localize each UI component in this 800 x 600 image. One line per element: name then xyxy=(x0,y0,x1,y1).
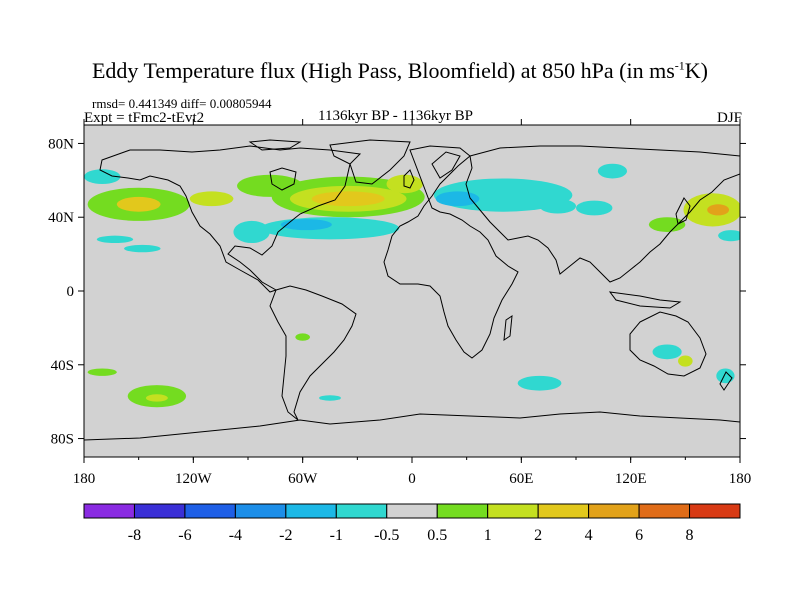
lat-tick-label: 80S xyxy=(51,432,74,448)
lon-tick-label: 0 xyxy=(408,471,416,487)
anomaly-region xyxy=(319,395,341,401)
colorbar-swatch xyxy=(335,503,388,519)
coastline-japan xyxy=(675,197,691,225)
colorbar-label: -4 xyxy=(229,527,242,544)
experiment-label: Expt = tFmc2-tEvt2 xyxy=(84,110,205,126)
anomaly-region xyxy=(386,174,423,194)
colorbar-swatch xyxy=(184,503,236,519)
lat-tick-label: 40N xyxy=(48,210,74,226)
colorbar-label: 6 xyxy=(635,527,643,544)
colorbar-label: -6 xyxy=(178,527,191,544)
anomaly-region xyxy=(648,217,686,232)
time-period-label: 1136kyr BP - 1136kyr BP xyxy=(318,108,474,124)
rmsd-diff-stats: rmsd= 0.441349 diff= 0.00805944 xyxy=(92,96,272,111)
latitude-axis: 80N 40N 0 40S 80S xyxy=(48,136,746,448)
anomaly-region xyxy=(84,169,121,185)
coastline-greenland xyxy=(329,139,411,185)
anomaly-region xyxy=(280,219,332,231)
coastline-indonesia xyxy=(608,291,682,309)
lon-tick-label: 60E xyxy=(509,471,533,487)
coastline-antarctica xyxy=(84,411,740,441)
lon-tick-label: 120W xyxy=(175,471,213,487)
coastline-asia xyxy=(465,145,740,283)
anomaly-region xyxy=(96,235,134,244)
coastline-uk xyxy=(403,169,415,189)
coastline-north-america xyxy=(99,145,362,293)
anomaly-region xyxy=(718,230,740,242)
colorbar-label: 1 xyxy=(484,527,492,544)
anomaly-region xyxy=(124,244,161,253)
anomaly-field xyxy=(84,163,740,408)
coastline-scandinavia xyxy=(431,151,461,179)
anomaly-region xyxy=(260,217,400,240)
anomaly-region xyxy=(652,344,682,360)
lon-tick-label: 180 xyxy=(73,471,96,487)
map-title: Eddy Temperature flux (High Pass, Bloomf… xyxy=(91,58,708,83)
anomaly-region xyxy=(435,191,480,207)
colorbar-label: 8 xyxy=(686,527,694,544)
coastline-south-america xyxy=(269,285,357,421)
anomaly-region xyxy=(678,355,693,367)
coastline-europe-africa xyxy=(383,145,519,359)
lon-tick-label: 60W xyxy=(288,471,318,487)
lat-tick-label: 0 xyxy=(67,284,75,300)
colorbar-label: -0.5 xyxy=(374,527,399,544)
coastline-madagascar xyxy=(503,314,513,342)
colorbar-swatch xyxy=(234,503,287,519)
colorbar-swatch xyxy=(487,503,539,519)
colorbar: -8 -6 -4 -2 -1 -0.5 0.5 1 2 4 6 8 xyxy=(83,503,741,544)
anomaly-region xyxy=(295,333,310,341)
colorbar-swatch xyxy=(386,503,438,519)
anomaly-region xyxy=(311,191,385,207)
anomaly-region xyxy=(87,368,117,376)
anomaly-region xyxy=(716,368,735,384)
colorbar-swatch xyxy=(689,503,741,519)
coastlines xyxy=(84,139,740,441)
colorbar-label: 2 xyxy=(534,527,542,544)
colorbar-swatch xyxy=(537,503,590,519)
coastline-hudson-bay xyxy=(269,167,297,191)
anomaly-region xyxy=(116,196,161,212)
season-label: DJF xyxy=(716,110,742,126)
colorbar-swatch xyxy=(83,503,135,519)
lat-tick-label: 40S xyxy=(51,358,74,374)
anomaly-region xyxy=(189,191,234,207)
lon-tick-label: 180 xyxy=(729,471,752,487)
anomaly-region xyxy=(707,204,730,216)
coastline-arctic-islands xyxy=(248,139,302,151)
anomaly-region xyxy=(145,394,168,402)
colorbar-label: -8 xyxy=(128,527,141,544)
colorbar-label: -1 xyxy=(330,527,343,544)
colorbar-label: -2 xyxy=(279,527,292,544)
anomaly-region xyxy=(517,375,562,391)
anomaly-region xyxy=(576,200,613,216)
coastline-new-zealand xyxy=(719,371,733,391)
colorbar-swatch xyxy=(133,503,186,519)
anomaly-region xyxy=(597,163,628,179)
colorbar-swatch xyxy=(436,503,489,519)
coastline-australia xyxy=(629,311,707,377)
longitude-axis: 180 120W 60W 0 60E 120E 180 xyxy=(73,119,752,487)
colorbar-label: 4 xyxy=(585,527,593,544)
lon-tick-label: 120E xyxy=(615,471,647,487)
anomaly-region xyxy=(539,198,576,214)
colorbar-swatch xyxy=(285,503,337,519)
lat-tick-label: 80N xyxy=(48,136,74,152)
anomaly-region xyxy=(233,220,270,244)
colorbar-label: 0.5 xyxy=(427,527,447,544)
colorbar-swatch xyxy=(588,503,640,519)
colorbar-swatch xyxy=(638,503,691,519)
